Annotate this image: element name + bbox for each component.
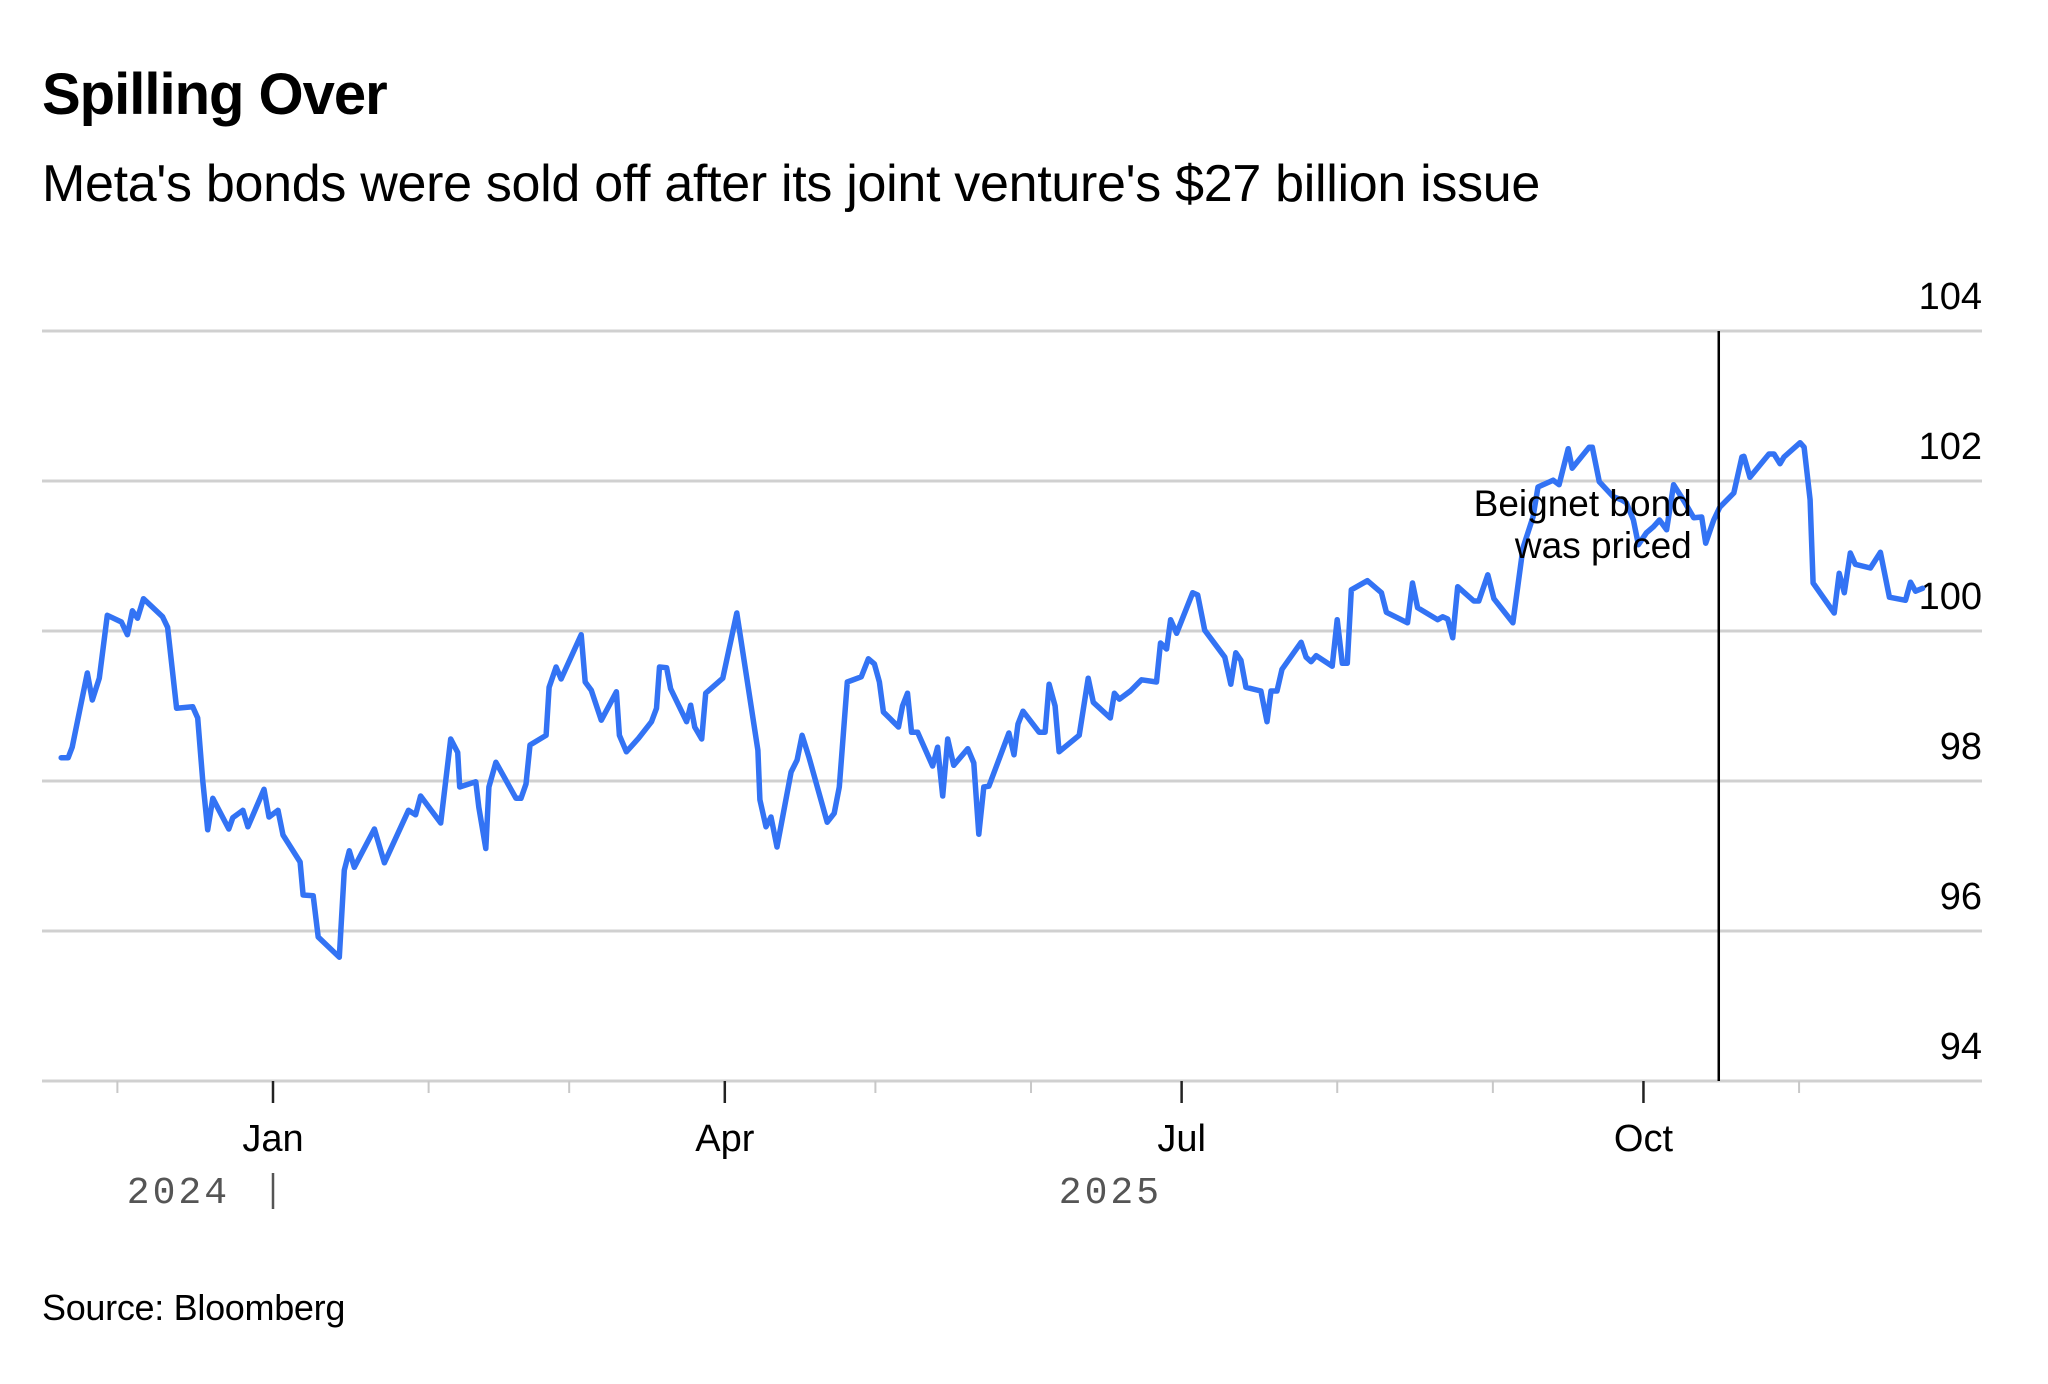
annotation-text: Beignet bond: [1474, 483, 1692, 524]
chart-title: Spilling Over: [42, 62, 388, 127]
x-axis: Jan Apr Jul Oct 2024 2025: [116, 1081, 1801, 1215]
x-tick-label: Jul: [1157, 1118, 1206, 1160]
y-tick-label: 100: [1919, 576, 1982, 618]
y-tick-label: 104: [1919, 276, 1982, 318]
x-tick-label: Oct: [1614, 1118, 1674, 1160]
chart-subtitle: Meta's bonds were sold off after its joi…: [42, 155, 1541, 213]
y-axis-labels: 94 96 98 100 102 104: [1919, 276, 1982, 1068]
y-tick-label: 94: [1940, 1026, 1982, 1068]
annotation-text: was priced: [1514, 525, 1692, 566]
year-label: 2024: [127, 1172, 230, 1215]
gridlines: [42, 329, 1982, 1083]
y-tick-label: 102: [1919, 426, 1982, 468]
x-tick-label: Jan: [242, 1118, 303, 1160]
year-label: 2025: [1059, 1172, 1162, 1215]
source-note: Source: Bloomberg: [42, 1287, 346, 1328]
x-tick-label: Apr: [695, 1118, 754, 1160]
y-tick-label: 98: [1940, 726, 1982, 768]
series-layer: [58, 439, 1926, 960]
y-tick-label: 96: [1940, 876, 1982, 918]
